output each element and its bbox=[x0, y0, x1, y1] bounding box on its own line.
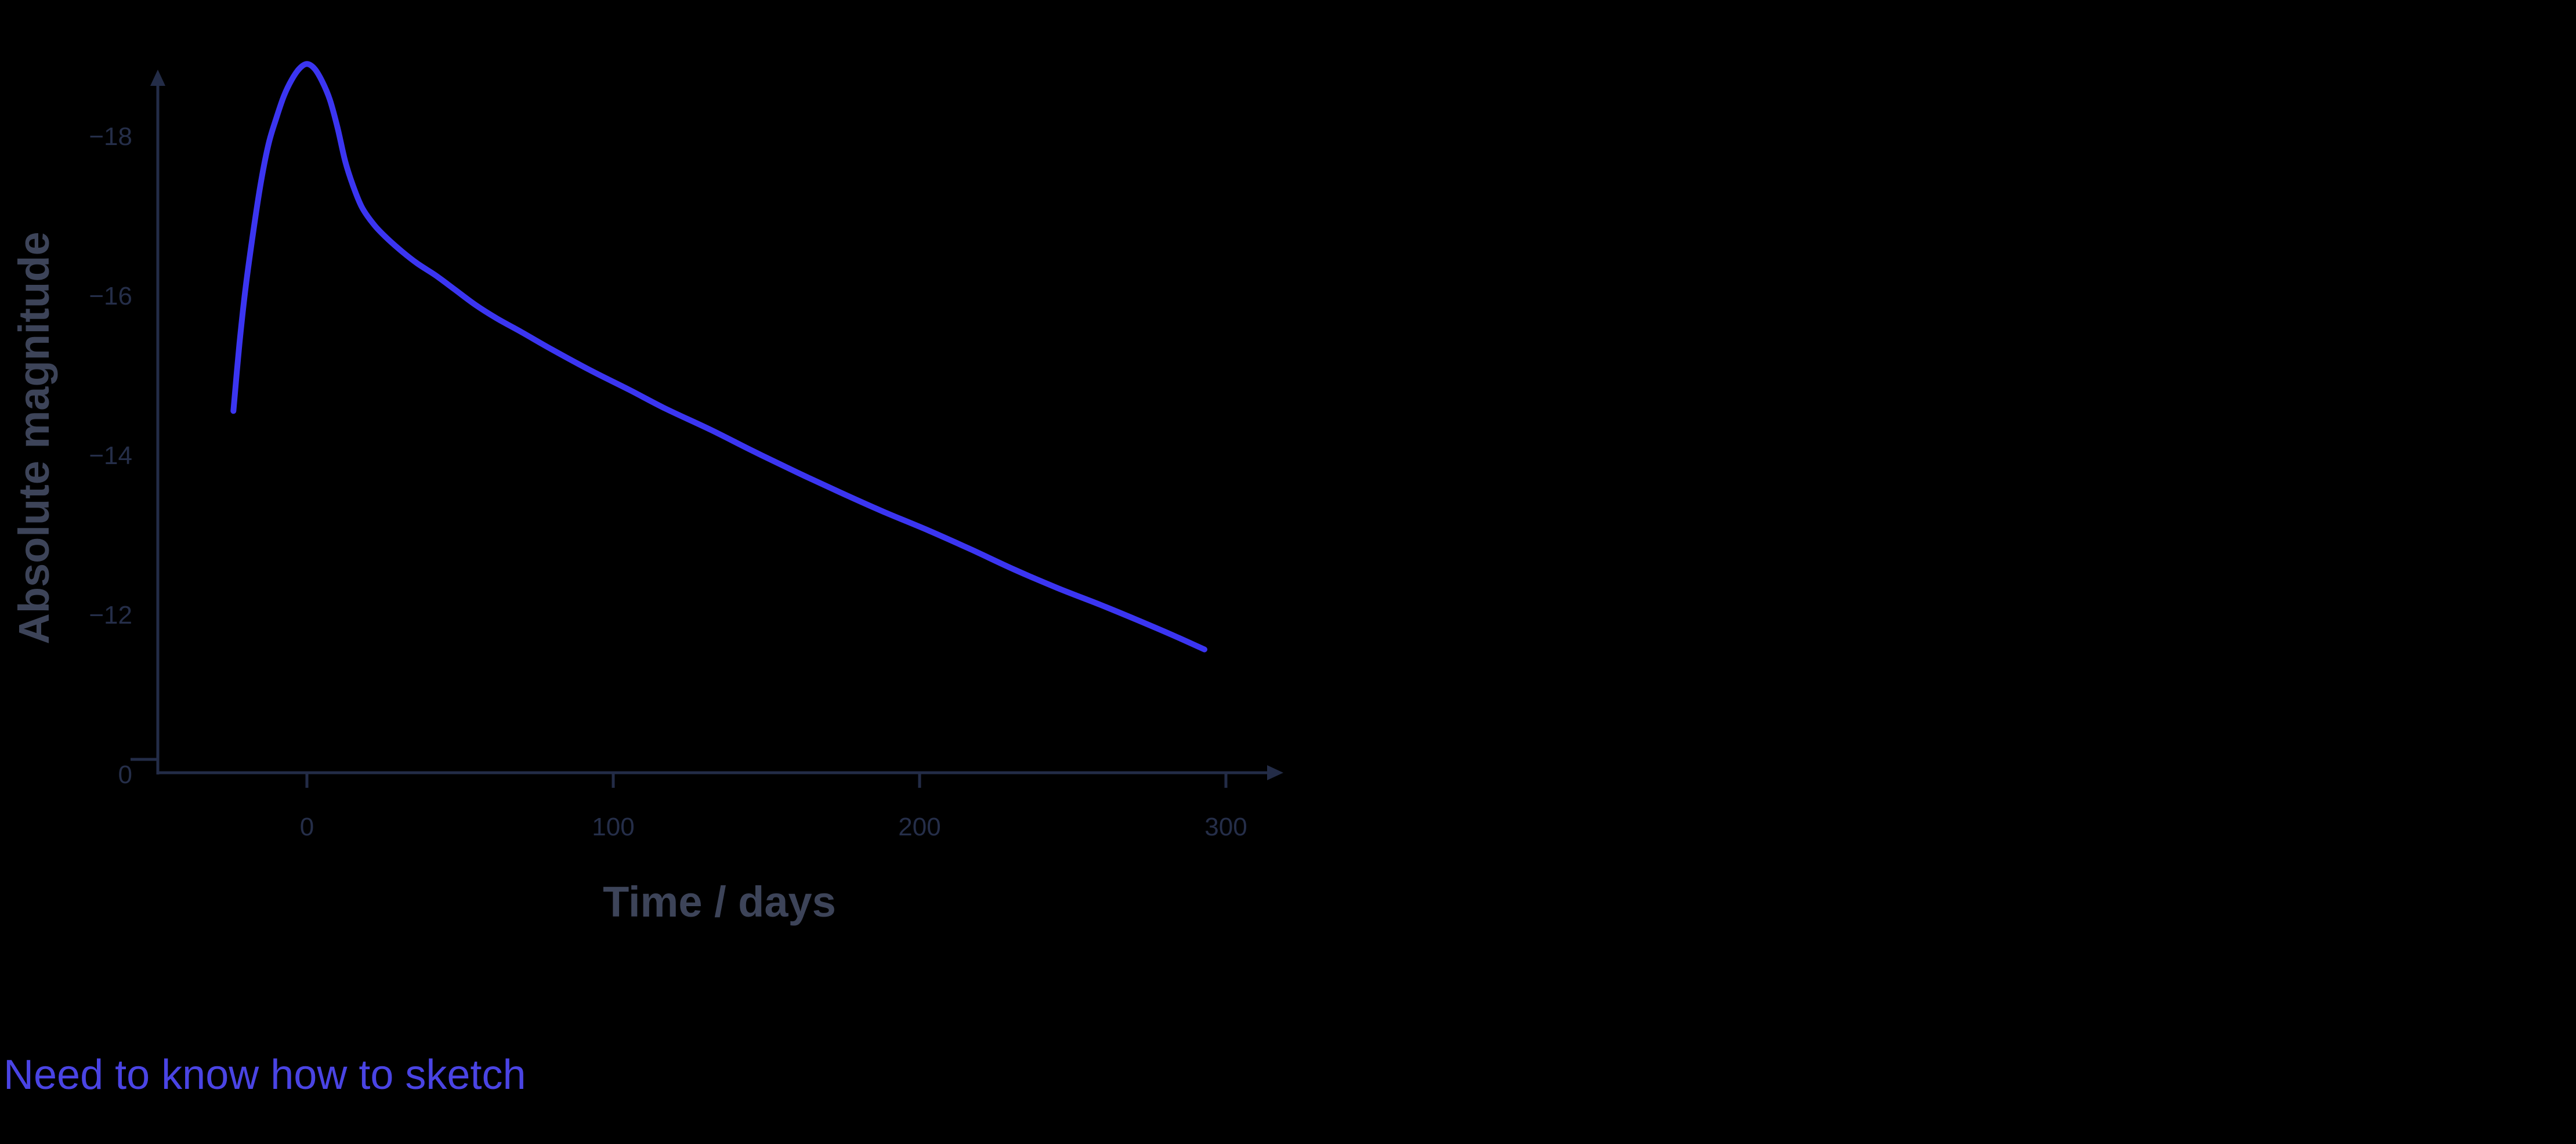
y-tick-label: −16 bbox=[89, 282, 132, 310]
x-axis-arrowhead bbox=[1267, 765, 1283, 780]
light-curve bbox=[230, 61, 1207, 653]
x-tick-label: 0 bbox=[300, 813, 314, 841]
y-axis-origin-label: 0 bbox=[118, 761, 132, 789]
y-axis-title: Absolute magnitude bbox=[10, 231, 58, 644]
x-axis-ticks: 0 100 200 300 bbox=[300, 773, 1247, 841]
y-axis-tick-labels: −18 −16 −14 −12 bbox=[89, 122, 132, 629]
x-axis-title: Time / days bbox=[603, 878, 836, 926]
y-tick-label: −14 bbox=[89, 441, 132, 470]
y-tick-label: −12 bbox=[89, 601, 132, 629]
x-tick-label: 100 bbox=[592, 813, 634, 841]
x-tick-label: 200 bbox=[898, 813, 940, 841]
annotation-note: Need to know how to sketch bbox=[3, 1052, 526, 1098]
axes bbox=[131, 70, 1283, 780]
x-tick-label: 300 bbox=[1204, 813, 1247, 841]
y-axis-arrowhead bbox=[150, 70, 165, 86]
y-tick-label: −18 bbox=[89, 122, 132, 151]
